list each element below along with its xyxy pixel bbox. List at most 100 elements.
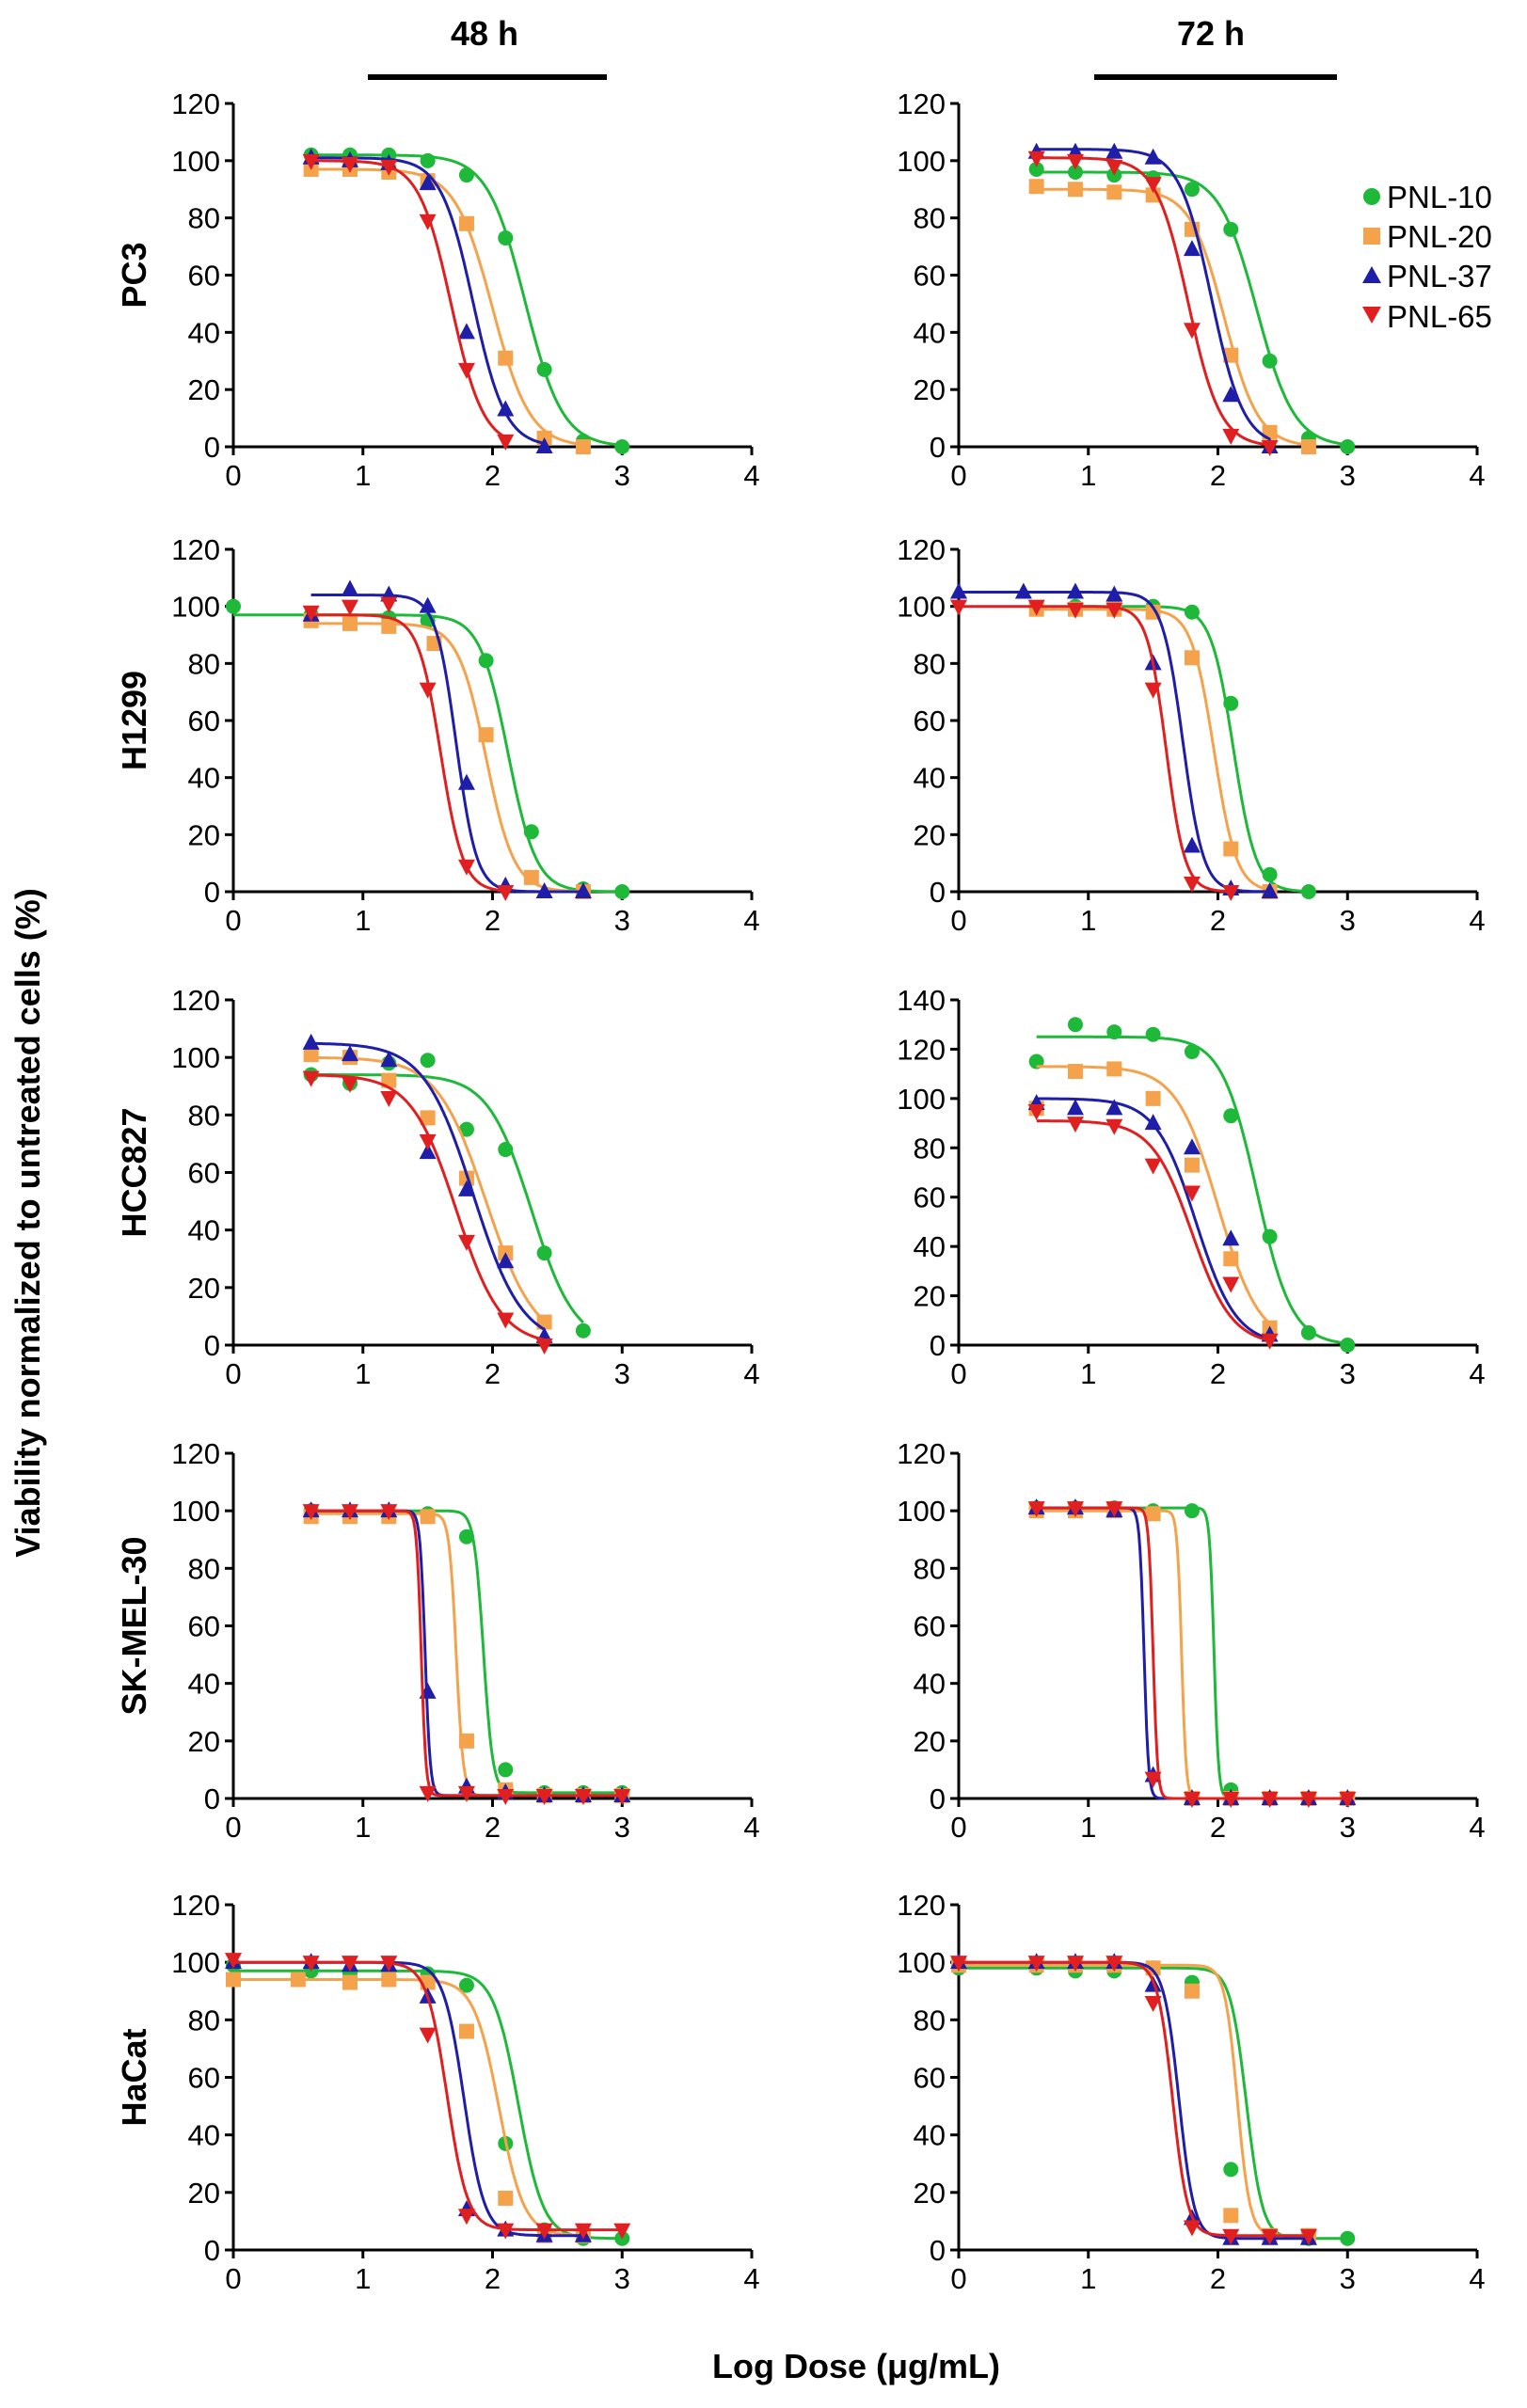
panel-pc3-72-h: 0 20 40 60 80 100 120 0 1 2 3 4 <box>897 87 1485 492</box>
panel-pc3-72-h-pnl-10-point <box>1262 353 1278 369</box>
panel-pc3-72-h-pnl-65-point <box>1183 323 1201 340</box>
panel-hacat-72-h-x-tick-label: 3 <box>1340 2262 1356 2295</box>
panel-hcc827-72-h-x-tick-label: 4 <box>1469 1357 1485 1390</box>
panel-h1299-48-h-y-tick-label: 60 <box>188 705 220 737</box>
panel-h1299-72-h: 0 20 40 60 80 100 120 0 1 2 3 4 <box>897 533 1485 937</box>
panel-hcc827-48-h-pnl-10-point <box>420 1053 436 1069</box>
panel-pc3-72-h-x-tick-label: 3 <box>1340 459 1356 492</box>
panel-h1299-48-h-y-tick-label: 0 <box>204 876 220 909</box>
panel-hcc827-72-h-pnl-37-point <box>1222 1229 1240 1246</box>
panel-pc3-72-h-x-tick-label: 4 <box>1469 459 1485 492</box>
panel-hcc827-48-h-pnl-37-curve <box>310 1041 546 1331</box>
panel-h1299-72-h-y-tick-label: 60 <box>914 705 946 737</box>
panel-sk-mel-30-48-h-pnl-65-point <box>497 1788 515 1805</box>
panel-pc3-48-h-y-tick-label: 20 <box>188 373 220 406</box>
panel-hcc827-72-h-pnl-65-point <box>1027 1103 1045 1120</box>
panel-sk-mel-30-72-h-x-tick-label: 0 <box>950 1811 966 1844</box>
panel-pc3-72-h-y-tick-label: 20 <box>914 373 946 406</box>
panel-hcc827-72-h-pnl-10-point <box>1223 1108 1239 1124</box>
panel-h1299-72-h-pnl-10-point <box>1300 884 1316 899</box>
panel-hcc827-48-h-y-tick-label: 60 <box>188 1157 220 1190</box>
panel-sk-mel-30-48-h-pnl-20-curve <box>310 1512 623 1798</box>
panel-h1299-48-h-x-tick-label: 0 <box>225 904 241 937</box>
panel-h1299-48-h-pnl-37-point <box>341 579 358 596</box>
panel-sk-mel-30-48-h: 0 20 40 60 80 100 120 0 1 2 3 4 SK-MEL-30 <box>115 1437 760 1844</box>
panel-hacat-48-h-x-tick-label: 1 <box>355 2262 371 2295</box>
panel-hcc827-48-h-y-tick-label: 20 <box>188 1272 220 1305</box>
panel-hcc827-72-h-pnl-20-point <box>1106 1061 1122 1077</box>
panel-sk-mel-30-72-h-pnl-65-point <box>1027 1501 1045 1518</box>
panel-hcc827-72-h: 0 20 40 60 80 100 120 140 0 1 2 3 4 <box>897 984 1485 1390</box>
panel-pc3-72-h-pnl-20-point <box>1028 179 1044 195</box>
panel-hcc827-48-h-x-tick-label: 4 <box>743 1357 759 1390</box>
panel-sk-mel-30-48-h-y-tick-label: 20 <box>188 1725 220 1758</box>
panel-hacat-48-h-y-tick-label: 40 <box>188 2119 220 2152</box>
panel-hacat-72-h-pnl-65-point <box>1183 2220 1201 2237</box>
panel-hcc827-72-h-pnl-65-point <box>1066 1117 1084 1133</box>
panel-hacat-72-h-x-tick-label: 4 <box>1469 2262 1485 2295</box>
panel-hcc827-72-h-x-tick-label: 3 <box>1340 1357 1356 1390</box>
panel-sk-mel-30-48-h-y-tick-label: 0 <box>204 1782 220 1815</box>
panel-hacat-48-h-y-tick-label: 60 <box>188 2062 220 2095</box>
panel-sk-mel-30-72-h-y-tick-label: 40 <box>914 1668 946 1701</box>
panel-hcc827-48-h-pnl-37-point <box>341 1045 358 1062</box>
panel-h1299-48-h-pnl-65-point <box>497 885 515 901</box>
panel-hacat-48-h-pnl-20-point <box>498 2190 514 2206</box>
panel-sk-mel-30-72-h: 0 20 40 60 80 100 120 0 1 2 3 4 <box>897 1437 1485 1844</box>
panel-sk-mel-30-72-h-x-tick-label: 2 <box>1210 1811 1226 1844</box>
panel-hacat-72-h-pnl-65-point <box>1222 2228 1240 2245</box>
panel-sk-mel-30-72-h-pnl-37-curve <box>1036 1506 1348 1800</box>
panel-sk-mel-30-72-h-pnl-65-point <box>1144 1771 1162 1788</box>
legend-item-pnl-20: PNL-20 <box>1363 219 1492 254</box>
panel-h1299-48-h-pnl-10-point <box>226 598 241 614</box>
panel-hacat-48-h-pnl-65-point <box>497 2223 515 2240</box>
panel-sk-mel-30-48-h-pnl-20-point <box>458 1733 474 1749</box>
panel-pc3-48-h-pnl-10-point <box>614 439 630 454</box>
legend-marker-pnl-65 <box>1362 307 1381 324</box>
panel-pc3-48-h-pnl-10-curve <box>310 153 623 447</box>
panel-sk-mel-30-72-h-y-tick-label: 120 <box>897 1437 946 1470</box>
panel-h1299-48-h-y-tick-label: 40 <box>188 762 220 795</box>
panel-sk-mel-30-48-h-pnl-10-curve <box>310 1509 623 1795</box>
panel-hacat-48-h-pnl-65-point <box>535 2223 553 2240</box>
legend-marker-pnl-10 <box>1363 188 1380 205</box>
panel-hacat-48-h-y-tick-label: 0 <box>204 2234 220 2267</box>
panel-hacat-72-h-pnl-65-point <box>950 1956 967 1972</box>
panel-hcc827-48-h-pnl-65-point <box>497 1312 515 1329</box>
panel-h1299-72-h-pnl-37-point <box>1066 582 1084 599</box>
panel-hcc827-48-h-pnl-37-point <box>497 1252 515 1269</box>
panel-hacat-48-h-pnl-65-point <box>574 2223 592 2240</box>
panel-sk-mel-30-72-h-pnl-65-point <box>1183 1792 1201 1808</box>
panel-sk-mel-30-72-h-y-tick-label: 80 <box>914 1552 946 1585</box>
panel-pc3-48-h-pnl-37-point <box>497 400 515 417</box>
legend-label-pnl-65: PNL-65 <box>1387 299 1492 334</box>
panel-hacat-72-h-pnl-20-point <box>1223 2208 1239 2224</box>
panel-sk-mel-30-72-h-y-tick-label: 20 <box>914 1725 946 1758</box>
panel-hacat-48-h-pnl-65-curve <box>233 1960 623 2232</box>
panel-h1299-48-h-x-tick-label: 1 <box>355 904 371 937</box>
panel-h1299-72-h-x-tick-label: 2 <box>1210 904 1226 937</box>
panel-h1299-72-h-pnl-37-point <box>950 582 967 599</box>
panel-h1299-72-h-pnl-65-point <box>1027 599 1045 616</box>
panel-hacat-48-h-y-tick-label: 20 <box>188 2177 220 2210</box>
panel-pc3-48-h-pnl-20-point <box>575 439 591 454</box>
panel-pc3-48-h-y-tick-label: 120 <box>171 87 220 120</box>
panel-pc3-48-h-pnl-65-point <box>497 434 515 451</box>
panel-hcc827-72-h-pnl-10-point <box>1262 1228 1278 1244</box>
panel-hcc827-48-h-pnl-65-point <box>535 1339 553 1354</box>
panel-pc3-48-h-pnl-65-point <box>419 214 437 230</box>
panel-hcc827-48-h-pnl-10-point <box>575 1323 591 1339</box>
panel-h1299-48-h-x-tick-label: 4 <box>743 904 759 937</box>
panel-pc3-72-h-pnl-65-point <box>1261 440 1279 456</box>
panel-hacat-48-h-pnl-65-point <box>225 1953 242 1970</box>
panel-pc3-48-h-x-tick-label: 1 <box>355 459 371 492</box>
panel-hcc827-48-h-pnl-65-point <box>457 1234 475 1251</box>
panel-hcc827-72-h-pnl-65-curve <box>1036 1119 1270 1342</box>
panel-pc3-48-h-y-tick-label: 40 <box>188 316 220 349</box>
panel-pc3-48-h-pnl-37-point <box>419 174 437 191</box>
panel-h1299-72-h-y-tick-label: 0 <box>930 876 946 909</box>
panel-h1299-48-h-x-tick-label: 3 <box>614 904 630 937</box>
panel-hacat-72-h-pnl-37-curve <box>959 1960 1309 2241</box>
panel-h1299-48-h-pnl-37-point <box>419 596 437 613</box>
panel-pc3-48-h-pnl-65-point <box>302 153 320 170</box>
